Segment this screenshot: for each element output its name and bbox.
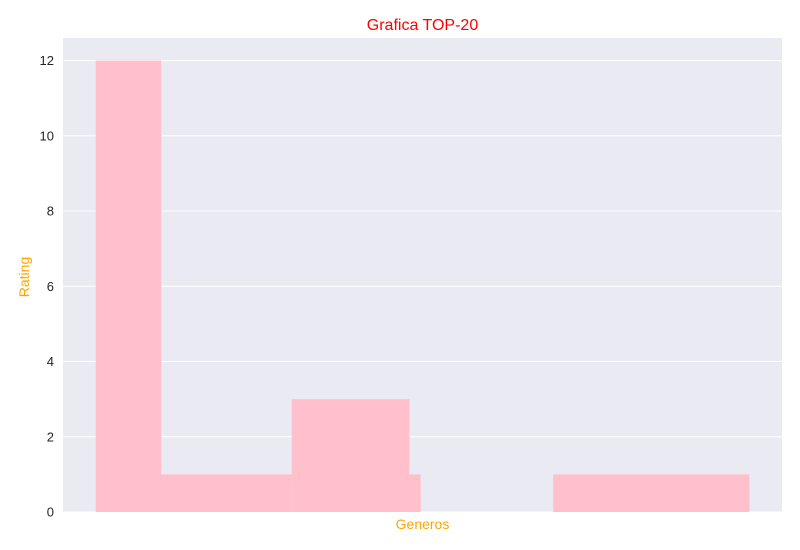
y-tick-label: 6 — [47, 279, 54, 294]
y-tick-labels: 0 2 4 6 8 10 12 — [40, 53, 54, 519]
y-tick-label: 2 — [47, 429, 54, 444]
bar-0 — [95, 60, 162, 512]
y-tick-label: 8 — [47, 204, 54, 219]
y-tick-label: 12 — [40, 53, 54, 68]
y-axis-label: Rating — [16, 257, 32, 297]
bar-1 — [161, 474, 292, 512]
bars — [95, 60, 750, 512]
gridlines — [63, 60, 782, 513]
y-tick-label: 10 — [40, 128, 54, 143]
bar-3 — [409, 474, 421, 512]
chart-title: Grafica TOP-20 — [367, 17, 479, 34]
x-axis-label: Generos — [396, 516, 450, 532]
y-tick-label: 4 — [47, 354, 54, 369]
bar-4 — [553, 474, 750, 512]
plot-background — [63, 38, 782, 512]
bar-2 — [291, 399, 410, 512]
y-tick-label: 0 — [47, 505, 54, 520]
